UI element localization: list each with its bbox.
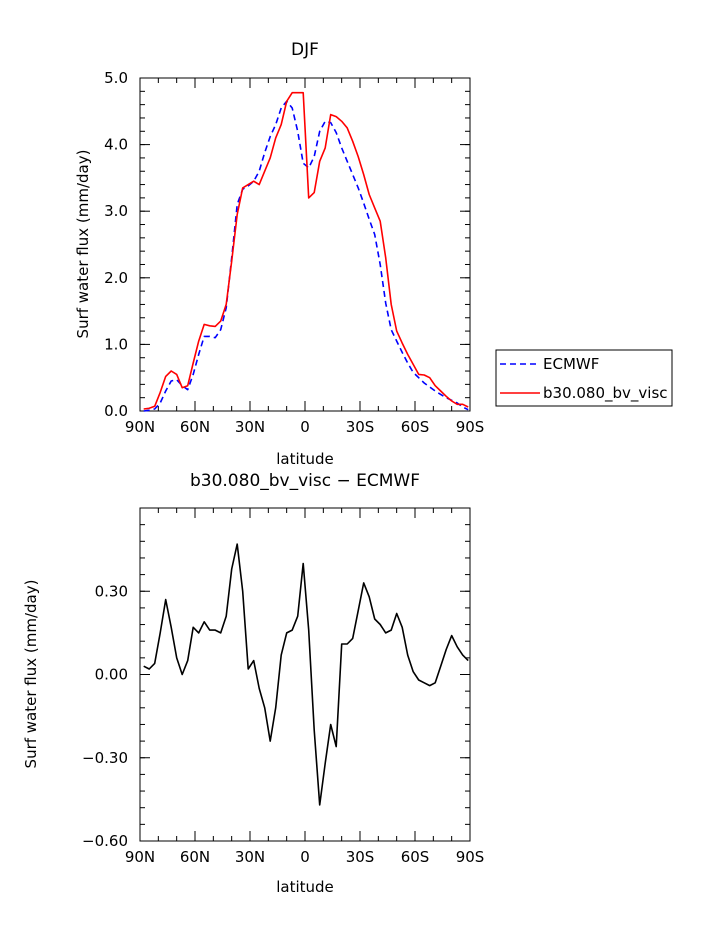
y-tick-label: −0.30	[82, 749, 128, 767]
bottom-y-axis-label: Surf water flux (mm/day)	[22, 580, 40, 769]
y-tick-label: 3.0	[104, 202, 128, 220]
x-tick-label: 30N	[235, 848, 265, 866]
x-tick-label: 0	[300, 848, 310, 866]
x-tick-label: 0	[300, 418, 310, 436]
x-tick-label: 30N	[235, 418, 265, 436]
top-x-axis-label: latitude	[276, 450, 334, 468]
bottom-chart-title: b30.080_bv_visc − ECMWF	[190, 471, 420, 491]
legend: ECMWF b30.080_bv_visc	[495, 349, 673, 407]
top-y-axis-label: Surf water flux (mm/day)	[74, 150, 92, 339]
y-tick-label: 0.0	[104, 402, 128, 420]
bottom-x-axis-label: latitude	[276, 878, 334, 896]
y-tick-label: 1.0	[104, 335, 128, 353]
series-line-b30-080-bv-visc-ecmwf	[143, 543, 469, 806]
x-tick-label: 60N	[180, 848, 210, 866]
x-tick-label: 90N	[125, 848, 155, 866]
x-tick-label: 90S	[456, 418, 485, 436]
y-tick-label: 2.0	[104, 269, 128, 287]
bottom-plot-frame	[139, 507, 471, 842]
bottom-ticks: 90N 60N 30N 0 30S 60S 90S −0.60 −0.30 0.00 0.30	[82, 507, 485, 866]
y-tick-label: 0.00	[95, 666, 128, 684]
top-ticks: 90N 60N 30N 0 30S 60S 90S 0.0 1.0 2.0 3.0 4.0 5.0	[104, 69, 484, 436]
bottom-panel: b30.080_bv_visc − ECMWF 90N 60N 30N 0 30S 60S…	[22, 471, 484, 896]
bottom-series	[143, 543, 469, 806]
x-tick-label: 60N	[180, 418, 210, 436]
top-panel: DJF 90N 60N 30N 0 30S 60S 90S 0.0 1.0 2.0 3.0 4.0 5.…	[74, 40, 673, 468]
top-series	[143, 91, 469, 412]
x-tick-label: 90N	[125, 418, 155, 436]
x-tick-label: 90S	[456, 848, 485, 866]
series-line-b30-080-bv-visc	[143, 91, 469, 410]
y-tick-label: 0.30	[95, 582, 128, 600]
legend-label-ecmwf: ECMWF	[543, 355, 599, 373]
x-tick-label: 30S	[346, 848, 375, 866]
top-chart-title: DJF	[291, 40, 319, 60]
y-tick-label: 4.0	[104, 136, 128, 154]
series-line-ecmwf	[143, 100, 469, 412]
y-tick-label: 5.0	[104, 69, 128, 87]
x-tick-label: 60S	[401, 418, 430, 436]
x-tick-label: 60S	[401, 848, 430, 866]
legend-box	[495, 349, 673, 407]
y-tick-label: −0.60	[82, 832, 128, 850]
legend-label-model: b30.080_bv_visc	[543, 384, 668, 403]
x-tick-label: 30S	[346, 418, 375, 436]
